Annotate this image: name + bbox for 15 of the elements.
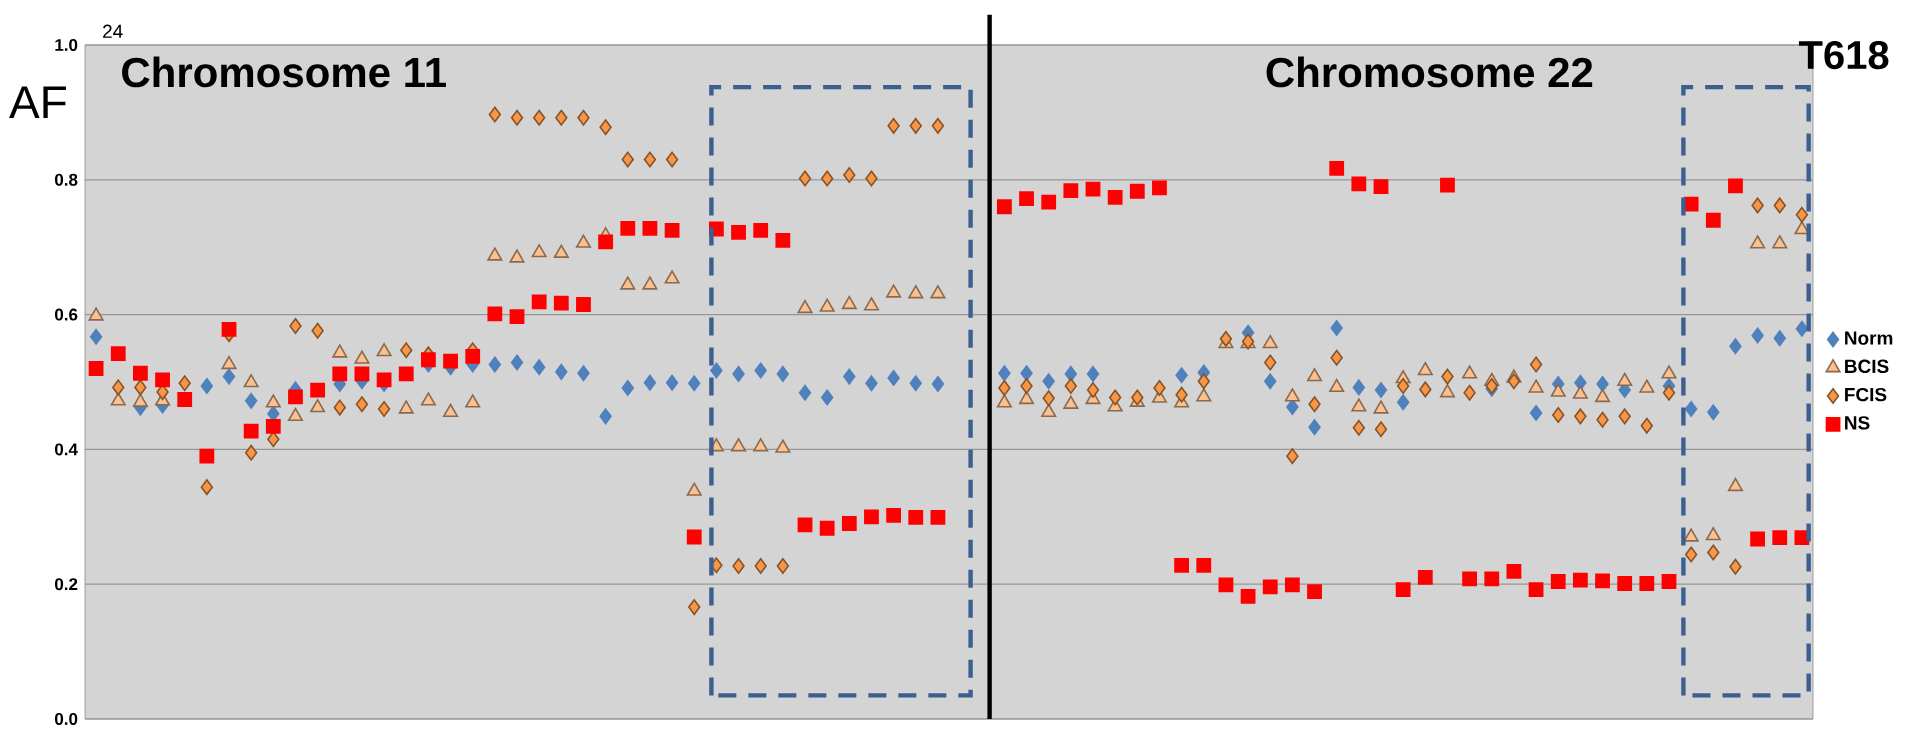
legend-label: Norm <box>1845 331 1893 345</box>
y-tick-label: 0.4 <box>54 443 78 456</box>
chart-title: T618 <box>1798 40 1889 70</box>
y-tick-label: 0.0 <box>54 712 78 725</box>
y-tick-label: 0.2 <box>54 578 78 591</box>
y-axis-title: AF <box>9 86 66 119</box>
text: 24 <box>103 24 123 38</box>
legend-label: FCIS <box>1845 387 1887 402</box>
annotation: Chromosome 11 <box>122 56 446 88</box>
y-tick-label: 0.6 <box>54 308 78 321</box>
legend-label: BCIS <box>1845 359 1889 374</box>
annotation: Chromosome 22 <box>1266 56 1593 88</box>
y-tick-label: 0.8 <box>54 173 78 186</box>
legend-label: NS <box>1845 416 1870 430</box>
y-tick-label: 1.0 <box>55 38 78 51</box>
